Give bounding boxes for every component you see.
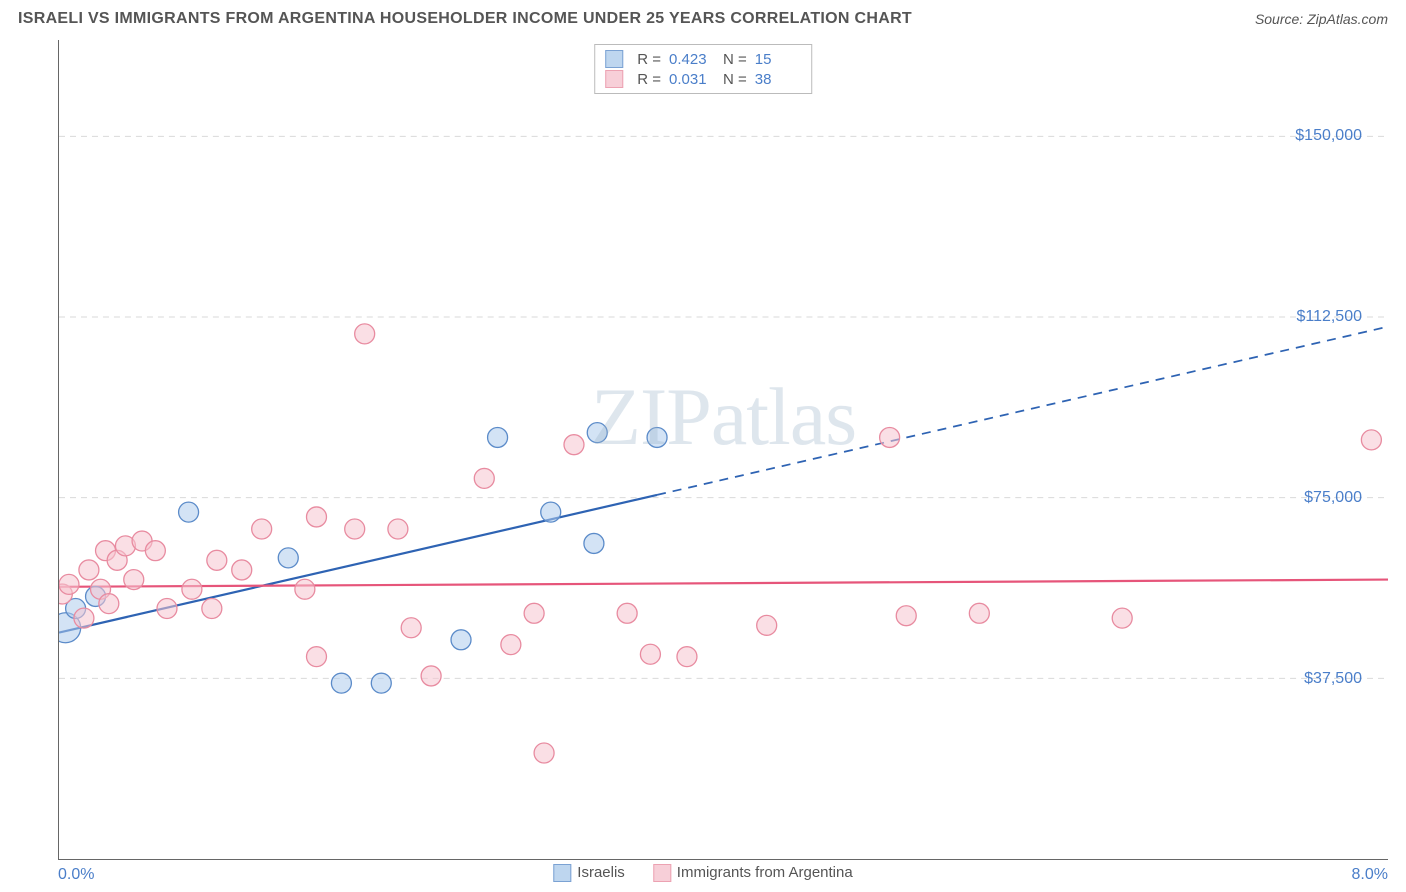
y-tick-label: $112,500 [1296, 308, 1362, 326]
source-attribution: Source: ZipAtlas.com [1255, 11, 1388, 27]
legend-item-argentina: Immigrants from Argentina [653, 864, 853, 882]
x-min-label: 0.0% [58, 866, 94, 884]
y-tick-label: $37,500 [1304, 670, 1362, 688]
y-tick-label: $150,000 [1295, 127, 1362, 145]
legend-item-israelis: Israelis [553, 864, 625, 882]
legend-row-israelis: R =0.423N =15 [605, 49, 801, 69]
x-max-label: 8.0% [1352, 866, 1388, 884]
legend-row-argentina: R =0.031N =38 [605, 69, 801, 89]
series-legend: Israelis Immigrants from Argentina [553, 864, 852, 882]
chart-title: ISRAELI VS IMMIGRANTS FROM ARGENTINA HOU… [18, 10, 912, 28]
correlation-legend: R =0.423N =15R =0.031N =38 [594, 44, 812, 94]
y-tick-label: $75,000 [1304, 489, 1362, 507]
chart-area: ZIPatlas $37,500$75,000$112,500$150,000 [58, 40, 1388, 860]
scatter-plot [59, 40, 1388, 859]
